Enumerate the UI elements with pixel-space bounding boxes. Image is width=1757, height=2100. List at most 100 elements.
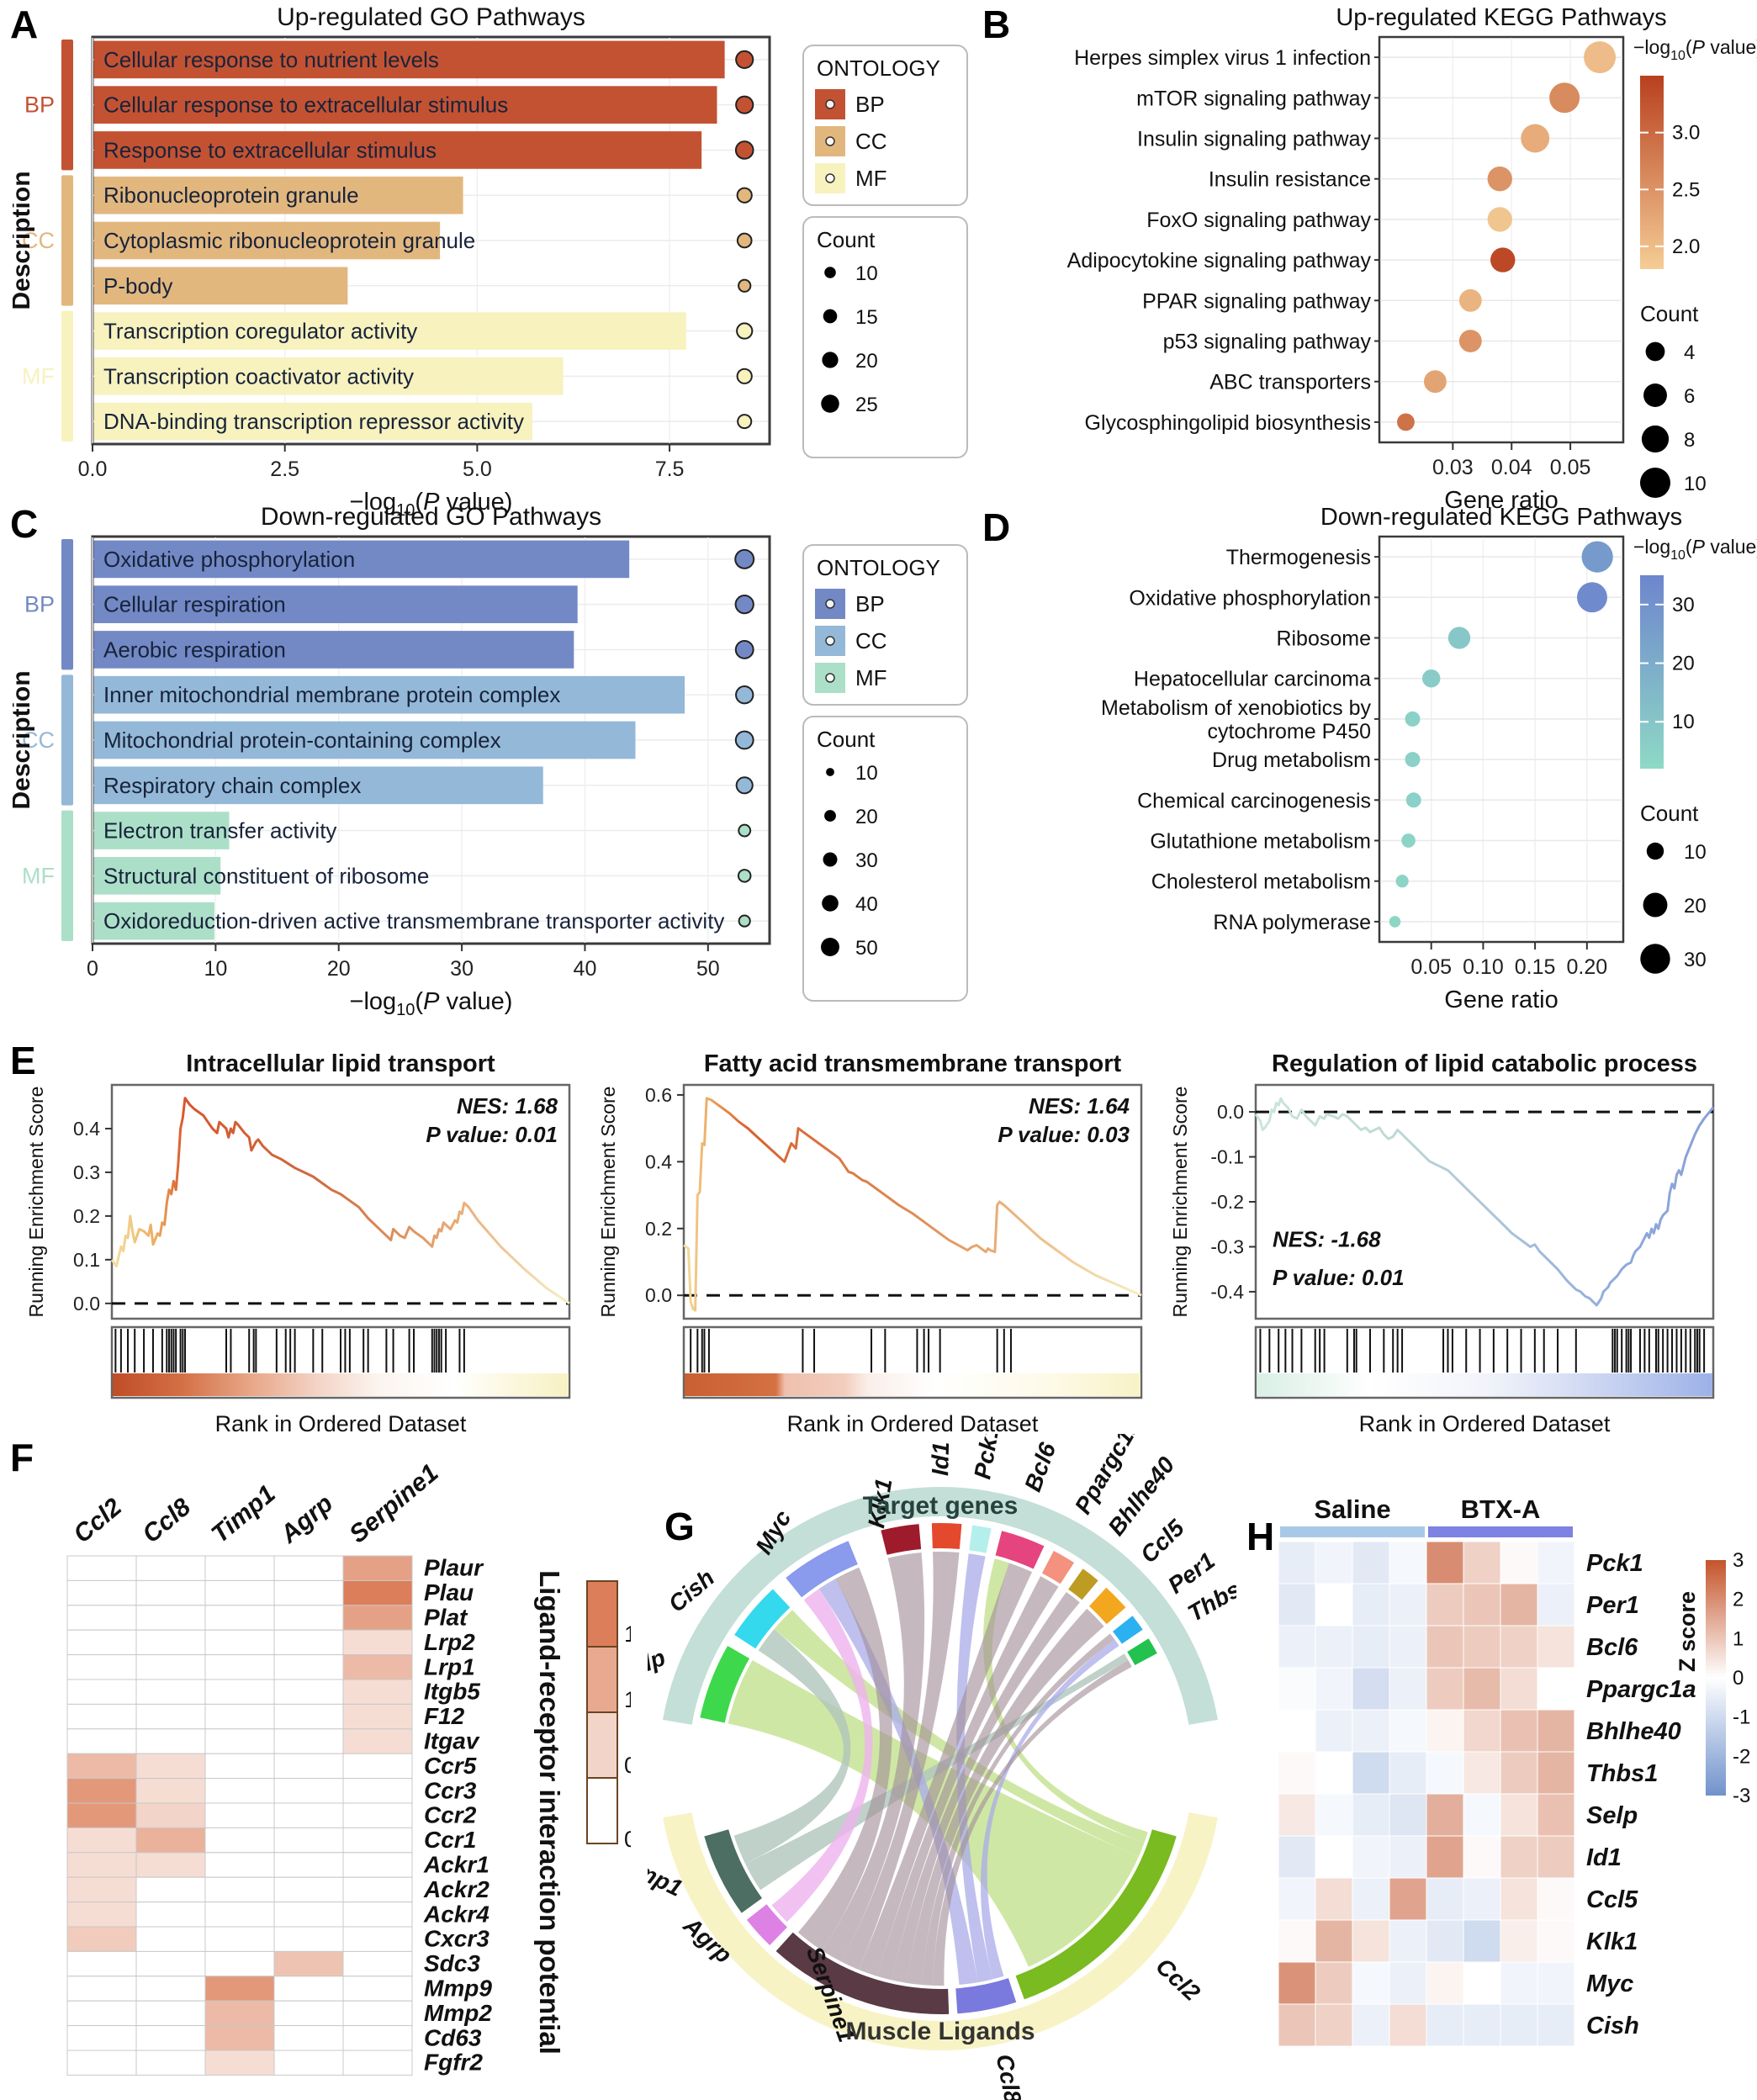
row-label-bcl6: Bcl6 <box>1586 1634 1638 1661</box>
cell-fgfr2-serpine1 <box>342 2050 413 2076</box>
row-label-lrp1: Lrp1 <box>424 1653 475 1679</box>
row-label-plau: Plau <box>424 1579 474 1605</box>
cell-cish-0 <box>1278 2003 1316 2047</box>
cell-klk1-1 <box>1315 1919 1353 1963</box>
x-tick-label: 20 <box>327 957 351 981</box>
cell-cd63-timp1 <box>204 2025 275 2051</box>
row-label-ccl5: Ccl5 <box>1586 1886 1638 1913</box>
group-label-bp: BP <box>24 93 55 118</box>
count-dot <box>738 278 752 293</box>
bar-cc-5 <box>93 267 348 305</box>
cell-ackr1-timp1 <box>204 1852 275 1878</box>
count-dot <box>738 823 752 838</box>
cell-mmp9-serpine1 <box>342 1976 413 2002</box>
cell-itgb5-serpine1 <box>342 1679 413 1705</box>
cell-klk1-7 <box>1537 1919 1575 1963</box>
category-label: Insulin signaling pathway <box>1137 128 1371 151</box>
cell-f12-timp1 <box>204 1703 275 1730</box>
chord-label-ccl2: Ccl2 <box>1151 1953 1205 2006</box>
count-key-label: 30 <box>855 849 878 872</box>
bar-mf-7 <box>93 857 221 895</box>
cell-plat-timp1 <box>204 1605 275 1631</box>
cell-cish-6 <box>1500 2003 1538 2047</box>
row-label-ackr2: Ackr2 <box>423 1876 490 1902</box>
pathway-dot <box>1458 288 1482 312</box>
col-label-agrp: Agrp <box>275 1489 339 1549</box>
cell-plau-serpine1 <box>342 1579 413 1606</box>
count-key-dot <box>1643 892 1668 918</box>
row-label-thbs1: Thbs1 <box>1586 1760 1658 1787</box>
ribbon-serpine1-myc <box>797 1567 892 1951</box>
colorbar-tick-label: 1 <box>1733 1627 1744 1650</box>
cell-plaur-agrp <box>273 1555 344 1581</box>
y-axis-title: Description <box>13 171 35 309</box>
cell-ppargc1a-0 <box>1278 1667 1316 1711</box>
cell-ccl5-7 <box>1537 1877 1575 1921</box>
group-label-mf: MF <box>22 863 55 888</box>
cell-bcl6-3 <box>1389 1625 1427 1669</box>
cell-cd63-ccl8 <box>135 2025 206 2051</box>
panel-letter-d: D <box>982 505 1011 549</box>
cell-plau-timp1 <box>204 1579 275 1606</box>
cell-id1-4 <box>1426 1835 1464 1879</box>
cell-selp-4 <box>1426 1793 1464 1837</box>
chord-label-ccl5: Ccl5 <box>1135 1515 1189 1568</box>
panel-e-gsea-lipid-catabolic: Regulation of lipid catabolic process Run… <box>1165 1050 1737 1451</box>
cell-klk1-4 <box>1426 1919 1464 1963</box>
cell-bhlhe40-6 <box>1500 1709 1538 1753</box>
x-tick-label: 40 <box>574 957 597 981</box>
pathway-dot <box>1490 247 1516 272</box>
colorbar <box>1640 575 1664 769</box>
x-tick-label: 30 <box>450 957 474 981</box>
y-tick-label: -0.3 <box>1210 1235 1244 1257</box>
legend-block <box>586 1777 618 1844</box>
cell-id1-7 <box>1537 1835 1575 1879</box>
row-label-lrp2: Lrp2 <box>424 1629 475 1655</box>
segment-bcl6 <box>995 1531 1045 1569</box>
category-label: ABC transporters <box>1209 371 1371 394</box>
cell-ackr4-agrp <box>273 1902 344 1928</box>
bar-label: Cellular response to extracellular stimu… <box>103 93 508 118</box>
pathway-dot <box>1395 875 1409 888</box>
y-axis-title: Running Enrichment Score <box>25 1087 47 1318</box>
row-label-plat: Plat <box>424 1605 468 1631</box>
cell-pck1-0 <box>1278 1541 1316 1584</box>
cell-ackr4-ccl2 <box>66 1902 137 1928</box>
cell-fgfr2-timp1 <box>204 2050 275 2076</box>
group-label-cc: CC <box>22 228 55 253</box>
cell-myc-4 <box>1426 1961 1464 2005</box>
category-label: Glutathione metabolism <box>1150 830 1371 854</box>
panel-c-go-down-barchart: Down-regulated GO Pathways Oxidative phos… <box>8 503 1047 1022</box>
cell-myc-1 <box>1315 1961 1353 2005</box>
colorbar-tick-label: 20 <box>1672 653 1695 675</box>
cell-mmp9-timp1 <box>204 1976 275 2002</box>
cell-thbs1-6 <box>1500 1751 1538 1795</box>
colorbar-tick-label: 3 <box>1733 1549 1744 1572</box>
ontology-item-label: CC <box>855 129 887 154</box>
group-bar-saline <box>1280 1526 1425 1537</box>
chord-label-id1: Id1 <box>927 1441 954 1476</box>
axis-label: −log10(P value) <box>350 988 513 1018</box>
group-strip-mf <box>61 310 73 442</box>
segment-serpine1 <box>775 1932 950 2014</box>
panel-h-zscore-heatmap: Saline BTX-A Pck1 Per1 Bcl6 Ppargc1a Bhlhe40 Th… <box>1236 1434 1757 2100</box>
cell-ackr2-timp1 <box>204 1876 275 1903</box>
row-label-selp: Selp <box>1586 1802 1638 1829</box>
cell-bhlhe40-7 <box>1537 1709 1575 1753</box>
segment-cish <box>734 1589 791 1649</box>
cell-ppargc1a-3 <box>1389 1667 1427 1711</box>
count-key-dot <box>824 267 836 278</box>
bar-label: Electron transfer activity <box>103 818 336 844</box>
cell-plaur-serpine1 <box>342 1555 413 1581</box>
cell-lrp2-serpine1 <box>342 1629 413 1656</box>
cell-pck1-7 <box>1537 1541 1575 1584</box>
cell-sdc3-ccl2 <box>66 1950 137 1977</box>
cell-ccl5-2 <box>1352 1877 1390 1921</box>
x-tick-label: 0.05 <box>1550 456 1591 479</box>
cell-plau-ccl2 <box>66 1579 137 1606</box>
x-axis-title: Rank in Ordered Dataset <box>1359 1411 1611 1436</box>
chart-title: Intracellular lipid transport <box>186 1051 495 1077</box>
panel-letter-e: E <box>10 1039 36 1082</box>
colorbar-tick-label: -2 <box>1733 1745 1750 1768</box>
y-tick-label: 0.6 <box>645 1084 672 1106</box>
